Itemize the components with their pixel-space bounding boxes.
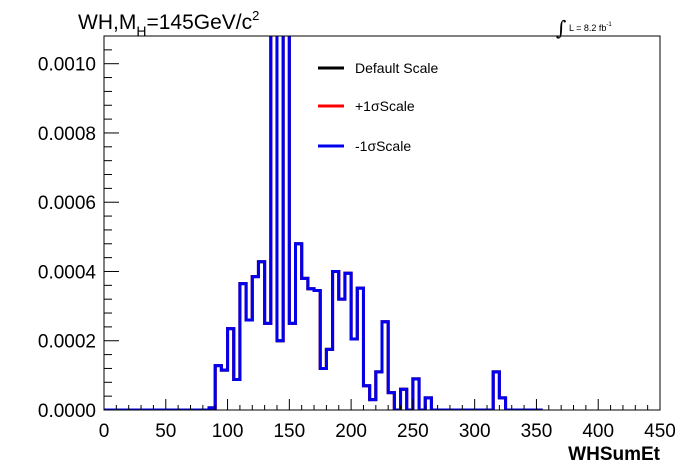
x-tick-label: 250: [397, 421, 429, 442]
y-tick-label: 0.0008: [38, 124, 96, 145]
histogram-series-2: [104, 36, 543, 410]
x-tick-label: 300: [459, 421, 491, 442]
luminosity-label: ∫ L = 8.2 fb-1: [556, 16, 612, 40]
y-tick-label: 0.0010: [38, 55, 96, 76]
x-tick-label: 200: [335, 421, 367, 442]
x-axis-title: WHSumEt: [568, 444, 661, 465]
histogram-series-1: [104, 36, 543, 410]
y-tick-label: 0.0000: [38, 401, 96, 422]
y-tick-label: 0.0006: [38, 193, 96, 214]
x-tick-label: 50: [155, 421, 176, 442]
x-tick-label: 0: [99, 421, 110, 442]
legend-label-1: +1σScale: [355, 98, 415, 114]
legend-label-0: Default Scale: [355, 60, 438, 76]
x-tick-label: 450: [644, 421, 676, 442]
x-tick-label: 400: [582, 421, 614, 442]
chart-title: WH,MH=145GeV/c2: [78, 8, 260, 39]
plot-frame: [103, 35, 661, 411]
legend-label-2: -1σScale: [355, 138, 411, 154]
x-tick-label: 150: [273, 421, 305, 442]
histogram-series-0: [104, 36, 543, 410]
x-tick-label: 350: [521, 421, 553, 442]
x-tick-label: 100: [212, 421, 244, 442]
y-tick-label: 0.0002: [38, 332, 96, 353]
y-tick-label: 0.0004: [38, 262, 97, 283]
